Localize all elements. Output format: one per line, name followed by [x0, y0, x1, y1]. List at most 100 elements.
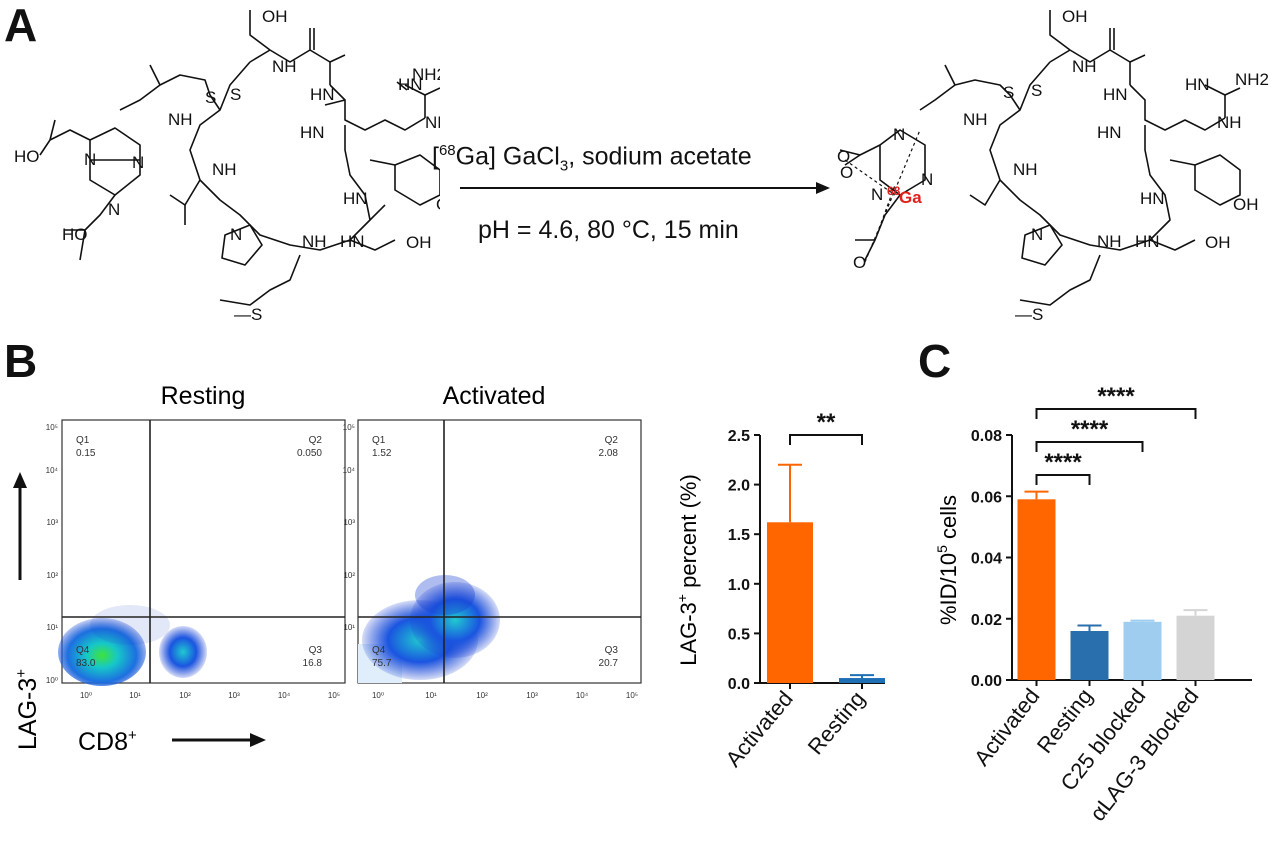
- sulfur-label-1: S: [205, 88, 216, 107]
- barC-bar-2: [1123, 621, 1162, 680]
- guanidine-hn-label-r: HN: [1185, 75, 1210, 94]
- nh-label-5: NH: [302, 232, 327, 251]
- ytick-activated-3: 10³: [343, 518, 355, 527]
- flow-yticks-activated: 10⁵ 10⁴ 10³ 10² 10¹: [343, 423, 356, 632]
- nh-label-r3: NH: [963, 110, 988, 129]
- barC-sig-bracket-2: [1035, 408, 1197, 419]
- o-label-r3: O: [853, 253, 866, 272]
- reaction-arrow: [460, 182, 830, 194]
- guanidine-hn-label: HN: [398, 75, 423, 94]
- nh-label-4: NH: [212, 160, 237, 179]
- flow-title-resting: Resting: [161, 382, 246, 410]
- xtick-resting-2: 10²: [179, 691, 191, 700]
- barB-xlabel-1: Resting: [803, 686, 870, 759]
- ga68-labeled-structure: OH NH HN NH2 HN HN NH S S NH NH HN OH NH…: [837, 7, 1269, 324]
- barC-xlabel-0: Activated: [969, 684, 1044, 771]
- barB-ytick-label: 2.5: [728, 428, 750, 445]
- o-label-r1: O: [837, 147, 850, 166]
- xtick-activated-1: 10¹: [425, 691, 437, 700]
- xtick-activated-5: 10⁵: [626, 691, 638, 700]
- y-arrow-head: [13, 472, 27, 488]
- cooh-label-r: OH: [1062, 7, 1088, 26]
- q3-value-activated: 20.7: [599, 658, 619, 669]
- sulfur-label-r1: S: [1003, 83, 1014, 102]
- cooh-label: OH: [262, 7, 288, 26]
- barC-sig-bracket-0: [1035, 474, 1091, 485]
- nh-label-1: NH: [272, 57, 297, 76]
- flow-xticks-resting: 10⁰ 10¹ 10² 10³ 10⁴ 10⁵: [80, 691, 340, 700]
- flow-plot-activated: Q1 1.52 Q2 2.08 Q3 20.7 Q4 75.7 10⁵ 10⁴ …: [343, 419, 642, 700]
- xtick-resting-4: 10⁴: [278, 691, 291, 700]
- ytick-activated-2: 10²: [343, 571, 355, 580]
- barC-sig-stars-2: ****: [1097, 383, 1135, 410]
- n-label-r2: N: [921, 170, 933, 189]
- o-label-r2: O: [840, 163, 853, 182]
- hn-label-2: HN: [300, 123, 325, 142]
- panel-label-b: B: [4, 335, 38, 387]
- barC-ytick-label: 0.00: [971, 673, 1002, 690]
- hn-label-4: HN: [340, 232, 365, 251]
- nh-label-r2: NH: [1217, 113, 1242, 132]
- hn-label-r3: HN: [1140, 189, 1165, 208]
- barC-bar-3: [1176, 615, 1215, 680]
- barB-sig-stars-0: **: [817, 409, 836, 436]
- n-label-r1: N: [893, 125, 905, 144]
- barB-sig-bracket-0: [789, 434, 863, 445]
- dota-peptide-structure: OH NH HN NH2 HN HN NH S S NH NH HN OH NH…: [14, 7, 440, 324]
- flow-plot-resting: Q1 0.15 Q2 0.050 Q3 16.8 Q4 83.0 10⁰ 10¹…: [46, 419, 346, 700]
- barB-ytick-label: 1.0: [728, 577, 750, 594]
- tyr-oh-label: OH: [436, 195, 440, 214]
- q2-label-resting: Q2: [309, 435, 323, 446]
- ytick-resting-2: 10²: [46, 571, 58, 580]
- reaction-conditions: pH = 4.6, 80 °C, 15 min: [478, 216, 739, 244]
- flow-xlabel: CD8+: [78, 727, 137, 756]
- sulfur-label-r2: S: [1031, 81, 1042, 100]
- barC-sig-stars-0: ****: [1044, 449, 1082, 476]
- ytick-resting-5: 10⁵: [46, 423, 58, 432]
- q2-value-resting: 0.050: [297, 448, 322, 459]
- nh-label-r4: NH: [1013, 160, 1038, 179]
- n-label-2: N: [132, 153, 144, 172]
- n-label-3: N: [108, 200, 120, 219]
- q4-value-resting: 83.0: [76, 658, 96, 669]
- hn-label-1: HN: [310, 85, 335, 104]
- hn-label-3: HN: [343, 189, 368, 208]
- flow-xticks-activated: 10⁰ 10¹ 10² 10³ 10⁴ 10⁵: [372, 691, 638, 700]
- nh2-label-r: NH2: [1235, 70, 1269, 89]
- xtick-resting-3: 10³: [228, 691, 240, 700]
- flow-ylabel: LAG-3+: [13, 669, 42, 750]
- barC-sig-stars-1: ****: [1071, 416, 1109, 443]
- q1-label-activated: Q1: [372, 435, 386, 446]
- pro-n-label: N: [230, 225, 242, 244]
- q4-label-activated: Q4: [372, 645, 386, 656]
- q3-value-resting: 16.8: [303, 658, 323, 669]
- nh-label-3: NH: [168, 110, 193, 129]
- flow-yticks-resting: 10⁰ 10¹ 10² 10³ 10⁴ 10⁵: [46, 423, 59, 685]
- q2-value-activated: 2.08: [599, 448, 619, 459]
- ytick-resting-1: 10¹: [46, 623, 58, 632]
- barB-ytick-label: 1.5: [728, 527, 750, 544]
- barC-ytick-label: 0.06: [971, 489, 1002, 506]
- nh2-label: NH2: [412, 65, 440, 84]
- barB-ytick-label: 0.5: [728, 626, 750, 643]
- nh-label-r1: NH: [1072, 57, 1097, 76]
- ytick-activated-5: 10⁵: [343, 423, 355, 432]
- ytick-activated-4: 10⁴: [343, 466, 356, 475]
- barC-sig-bracket-1: [1035, 441, 1144, 452]
- q1-value-activated: 1.52: [372, 448, 392, 459]
- barC-ytick-label: 0.02: [971, 612, 1002, 629]
- barB-ytick-label: 2.0: [728, 478, 750, 495]
- q1-value-resting: 0.15: [76, 448, 96, 459]
- panel-label-a: A: [4, 0, 38, 51]
- reaction-reagent: [68Ga] GaCl3, sodium acetate: [432, 142, 752, 175]
- flow-title-activated: Activated: [443, 382, 546, 410]
- gallium-isotope-label: 68: [887, 184, 901, 198]
- barC-ytick-label: 0.04: [971, 551, 1002, 568]
- q3-label-resting: Q3: [309, 645, 323, 656]
- q4-value-activated: 75.7: [372, 658, 392, 669]
- xtick-activated-2: 10²: [476, 691, 488, 700]
- panel-label-c: C: [918, 335, 952, 387]
- methionine-s-label-r: —S: [1015, 305, 1043, 324]
- ho-label-2: HO: [62, 225, 88, 244]
- xtick-resting-0: 10⁰: [80, 691, 92, 700]
